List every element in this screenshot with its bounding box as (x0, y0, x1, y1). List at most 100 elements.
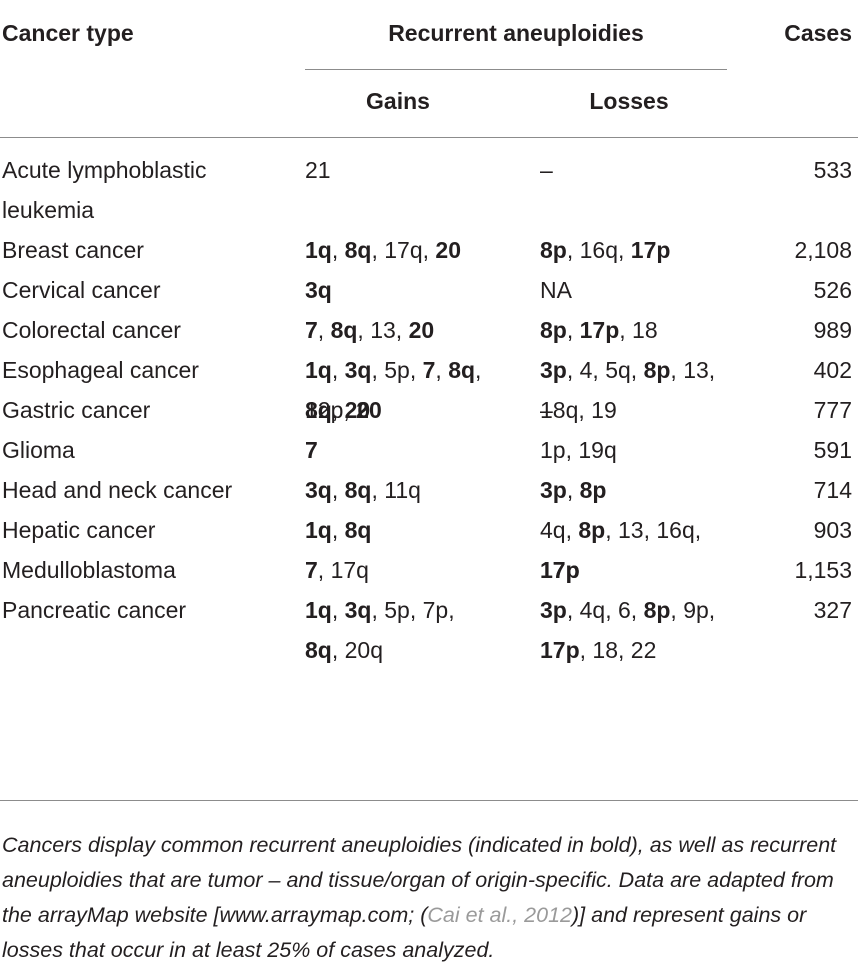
aneuploidy: 4 (579, 357, 593, 383)
losses-cell: 3p, 4q, 6, 8p, 9p, 17p, 18, 22 (540, 590, 718, 670)
separator: , (578, 397, 592, 423)
aneuploidy: 1p (540, 437, 566, 463)
aneuploidy: 5q (605, 357, 631, 383)
separator: , (670, 357, 684, 383)
aneuploidy: 17p (630, 237, 671, 263)
cancer-cell: Esophageal cancer (2, 357, 199, 383)
aneuploidy: 20q (344, 637, 383, 663)
separator: , (317, 557, 331, 583)
aneuploidy: 5p (384, 357, 410, 383)
aneuploidy: 7 (305, 557, 318, 583)
gains-cell: 1q, 3q, 5p, 7p, 8q, 20q (305, 590, 491, 670)
separator: , (694, 517, 702, 543)
cancer-cell: Acute lymphoblastic leukemia (2, 157, 207, 223)
aneuploidy: 7 (422, 357, 436, 383)
gains-cell: 1q, 8q, 17q, 20 (305, 230, 491, 270)
aneuploidy: 18 (632, 317, 658, 343)
aneuploidy: 16q (656, 517, 695, 543)
gains-cell: 3q (305, 270, 491, 310)
aneuploidy: 20 (344, 397, 371, 423)
cancer-cell: Head and neck cancer (2, 477, 233, 503)
note-text: )] and represent gains or losses that oc… (2, 903, 807, 962)
aneuploidy: 8p (579, 477, 607, 503)
aneuploidy: 13 (618, 517, 644, 543)
cancer-cell: Pancreatic cancer (2, 597, 187, 623)
gains-cell: 8q, 20 (305, 390, 491, 430)
separator: , (409, 597, 423, 623)
aneuploidy: 7 (305, 317, 318, 343)
cancer-cell: Hepatic cancer (2, 517, 156, 543)
aneuploidy: 6 (618, 597, 631, 623)
aneuploidy: 8p (643, 597, 671, 623)
cases-cell: 989 (813, 317, 852, 343)
aneuploidy: 20 (356, 397, 382, 423)
separator: , (643, 517, 657, 543)
losses-cell: NA (540, 270, 718, 310)
gains-cell: 3q, 8q, 11q (305, 470, 491, 510)
separator: , (371, 357, 385, 383)
gains-cell: 7, 8q, 13, 20 (305, 310, 491, 350)
cases-cell: 2,108 (794, 237, 852, 263)
cases-cell: 533 (813, 157, 852, 183)
table-body: Acute lymphoblastic leukemia 21 – 533 Breast… (0, 150, 858, 663)
separator: , (630, 597, 644, 623)
aneuploidy: 9p (683, 597, 709, 623)
aneuploidy: 20 (435, 237, 461, 263)
aneuploidy: 17p (540, 557, 580, 583)
header-cell: Losses (589, 88, 669, 114)
separator: , (565, 437, 579, 463)
aneuploidy: 1q (305, 357, 332, 383)
aneuploidy: 3q (305, 277, 332, 303)
table-row: Breast cancer 1q, 8q, 17q, 20 8p, 16q, 17p… (0, 230, 858, 270)
aneuploidy: – (540, 397, 553, 423)
aneuploidy: 1q (305, 517, 332, 543)
table-note: Cancers display common recurrent aneuplo… (2, 828, 854, 964)
aneuploidy: 17q (384, 237, 423, 263)
separator: , (435, 357, 449, 383)
gains-cell: 1q, 3q, 5p, 7, 8q, 12p, 20 (305, 350, 491, 430)
separator: , (343, 397, 357, 423)
cancer-cell: Gastric cancer (2, 397, 151, 423)
table-row: Cervical cancer 3q NA 526 (0, 270, 858, 310)
losses-cell: – (540, 390, 718, 430)
separator: , (579, 637, 593, 663)
losses-cell: 8p, 16q, 17p (540, 230, 718, 270)
rule (0, 137, 858, 138)
aneuploidy: 8q (305, 637, 332, 663)
separator: , (331, 237, 345, 263)
aneuploidy: 20 (408, 317, 435, 343)
aneuploidy: 4q (540, 517, 566, 543)
aneuploidy: 7 (305, 437, 318, 463)
aneuploidy: 11q (384, 477, 421, 503)
separator: , (566, 357, 580, 383)
table-row: Medulloblastoma 7, 17q 17p 1,153 (0, 550, 858, 590)
aneuploidy: 7p (422, 597, 449, 623)
aneuploidy: 16q (579, 237, 618, 263)
aneuploidy: 13 (683, 357, 709, 383)
header-cell: Cases (784, 20, 852, 46)
aneuploidy: 8q (344, 237, 372, 263)
separator: , (566, 597, 580, 623)
aneuploidy: 3p (540, 597, 567, 623)
aneuploidy: 18 (592, 637, 619, 663)
gains-cell: 7 (305, 430, 491, 470)
cancer-cell: Breast cancer (2, 237, 144, 263)
cases-cell: 402 (813, 357, 852, 383)
aneuploidy: 22 (630, 637, 657, 663)
aneuploidy: 1q (305, 597, 332, 623)
separator: , (475, 357, 482, 383)
aneuploidy: 4q (579, 597, 606, 623)
table-row: Hepatic cancer 1q, 8q 4q, 8p, 13, 16q, 17p… (0, 510, 858, 583)
cases-cell: 777 (813, 397, 852, 423)
aneuploidy: 8q (330, 317, 358, 343)
table-row: Acute lymphoblastic leukemia 21 – 533 (0, 150, 858, 230)
citation[interactable]: Cai et al., 2012 (427, 903, 572, 927)
separator: , (317, 317, 331, 343)
cases-cell: 526 (813, 277, 852, 303)
table-row: Glioma 7 1p, 19q 591 (0, 430, 858, 470)
cases-cell: 903 (813, 517, 852, 543)
aneuploidy: 8p (540, 317, 567, 343)
gains-cell: 21 (305, 150, 491, 190)
losses-cell: – (540, 150, 718, 190)
separator: , (605, 597, 618, 623)
